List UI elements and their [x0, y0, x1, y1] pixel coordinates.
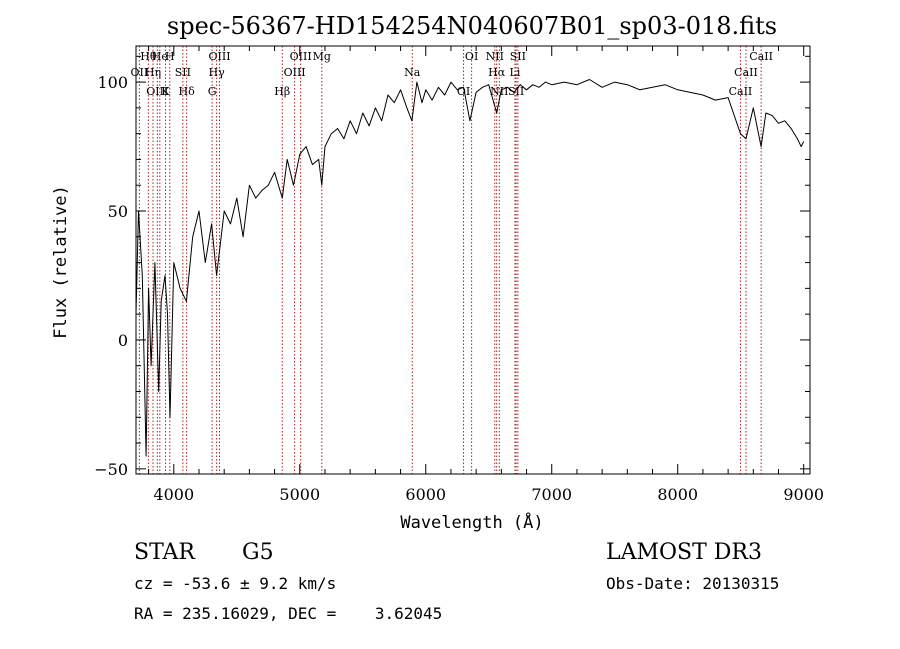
x-axis-label: Wavelength (Å)	[400, 511, 543, 533]
x-tick-label: 9000	[783, 485, 824, 504]
line-marker-label: CaII	[734, 66, 758, 79]
line-marker-label: SII	[510, 50, 526, 63]
line-marker-label: OIII	[208, 50, 230, 63]
line-marker-label: Hα	[488, 66, 506, 79]
line-marker-label: Li	[510, 66, 521, 79]
line-marker-label: G	[208, 85, 217, 98]
y-tick-label: 100	[97, 73, 128, 92]
y-tick-label: −50	[94, 460, 128, 479]
chart-title: spec-56367-HD154254N040607B01_sp03-018.f…	[167, 12, 777, 40]
line-marker-label: OIII	[290, 50, 312, 63]
line-marker-label: Na	[404, 66, 421, 79]
line-marker-label: Hγ	[209, 66, 226, 79]
object-type: STAR	[134, 540, 195, 565]
redshift-cz: cz = -53.6 ± 9.2 km/s	[134, 574, 337, 593]
survey-name: LAMOST DR3	[606, 540, 762, 565]
obs-date: Obs-Date: 20130315	[606, 574, 780, 593]
x-tick-label: 6000	[405, 485, 446, 504]
line-markers: HθOIIOIIIHeHηKHSIIHδOIIIHγGOIIIOIIIHβMgN…	[131, 46, 773, 474]
x-tick-label: 5000	[279, 485, 320, 504]
line-marker-label: Hη	[145, 66, 161, 79]
line-marker-label: He	[152, 50, 168, 63]
line-marker-label: Mg	[313, 50, 331, 63]
line-marker-label: CaII	[729, 85, 753, 98]
axes: 4000 5000 6000 7000 8000 9000 −50 0 50 100	[94, 46, 824, 504]
y-tick-label: 50	[108, 202, 128, 221]
plot-frame	[135, 45, 811, 475]
line-marker-label: CaII	[749, 50, 773, 63]
spectrum-series	[135, 79, 805, 457]
x-tick-label: 4000	[153, 485, 194, 504]
coordinates: RA = 235.16029, DEC = 3.62045	[134, 604, 443, 623]
line-marker-label: NII	[486, 50, 504, 63]
line-marker-label: OIII	[284, 66, 306, 79]
line-marker-label: SII	[175, 66, 191, 79]
line-marker-label: OIII	[146, 85, 168, 98]
line-marker-label: OI	[465, 50, 478, 63]
subclass: G5	[242, 540, 274, 565]
line-marker-label: Hβ	[274, 85, 290, 98]
line-marker-label: H	[165, 50, 175, 63]
spectrum-line	[135, 79, 805, 457]
y-tick-label: 0	[118, 331, 128, 350]
x-tick-label: 7000	[531, 485, 572, 504]
line-marker-label: K	[161, 85, 170, 98]
line-marker-label: OII	[131, 66, 149, 79]
line-marker-label: SII	[508, 85, 524, 98]
line-marker-label: NII	[490, 85, 508, 98]
x-tick-label: 8000	[657, 485, 698, 504]
y-axis-label: Flux (relative)	[51, 185, 71, 339]
line-marker-label: Hδ	[179, 85, 196, 98]
